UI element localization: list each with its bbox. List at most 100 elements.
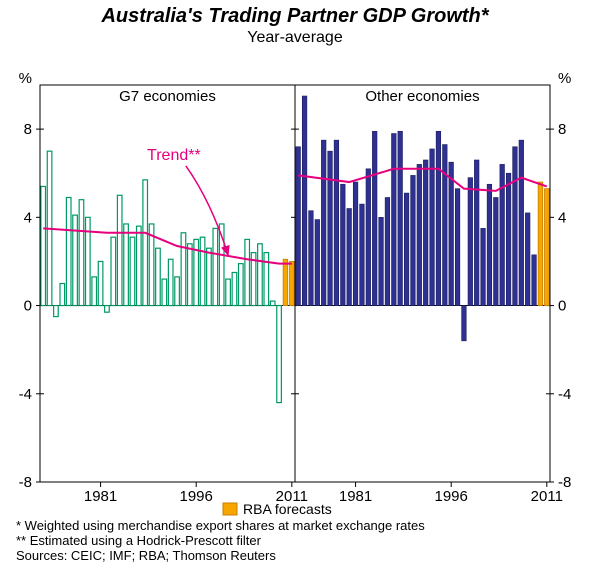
y-tick-label-right: 0 bbox=[558, 298, 566, 315]
y-tick-label-left: -8 bbox=[19, 474, 32, 491]
x-tick-label: 1996 bbox=[435, 488, 468, 505]
g7-bar bbox=[213, 228, 218, 305]
g7-bar bbox=[73, 215, 78, 305]
other-bar bbox=[392, 134, 397, 306]
y-tick-label-right: 8 bbox=[558, 121, 566, 138]
g7-bar bbox=[239, 264, 244, 306]
y-tick-label-left: 4 bbox=[24, 209, 32, 226]
other-bar bbox=[398, 131, 403, 305]
g7-bar bbox=[66, 197, 71, 305]
g7-bar bbox=[264, 253, 269, 306]
other-bar bbox=[334, 140, 339, 305]
other-bar bbox=[341, 184, 346, 305]
other-rba-bar bbox=[538, 182, 543, 306]
other-bar bbox=[436, 131, 441, 305]
g7-bar bbox=[226, 279, 231, 305]
x-tick-label: 1981 bbox=[84, 488, 117, 505]
legend-swatch-rba bbox=[223, 503, 237, 515]
g7-bar bbox=[98, 261, 103, 305]
other-bar bbox=[309, 211, 314, 306]
x-tick-label: 1981 bbox=[339, 488, 372, 505]
g7-bar bbox=[232, 272, 237, 305]
g7-bar bbox=[92, 277, 97, 306]
g7-bar bbox=[79, 200, 84, 306]
g7-bar bbox=[105, 306, 110, 313]
other-bar bbox=[366, 169, 371, 306]
other-bar bbox=[411, 175, 416, 305]
footnote: Sources: CEIC; IMF; RBA; Thomson Reuters bbox=[16, 548, 276, 563]
other-bar bbox=[430, 149, 435, 306]
g7-bar bbox=[130, 237, 135, 305]
other-bar bbox=[372, 131, 377, 305]
g7-bar bbox=[277, 306, 282, 403]
other-bar bbox=[462, 306, 467, 341]
other-rba-bar bbox=[545, 189, 550, 306]
other-bar bbox=[519, 140, 524, 305]
other-bar bbox=[347, 209, 352, 306]
g7-bar bbox=[175, 277, 180, 306]
other-bar bbox=[474, 160, 479, 306]
chart-subtitle: Year-average bbox=[247, 29, 343, 46]
chart-title: Australia's Trading Partner GDP Growth* bbox=[100, 5, 489, 27]
y-tick-label-right: -4 bbox=[558, 386, 571, 403]
x-tick-label: 1996 bbox=[180, 488, 213, 505]
g7-bar bbox=[54, 306, 59, 317]
y-tick-label-left: 0 bbox=[24, 298, 32, 315]
other-bar bbox=[321, 140, 326, 305]
g7-bar bbox=[258, 244, 263, 306]
g7-bar bbox=[111, 237, 116, 305]
footnote: * Weighted using merchandise export shar… bbox=[16, 518, 425, 533]
other-bar bbox=[500, 164, 505, 305]
other-bar bbox=[455, 189, 460, 306]
g7-bar bbox=[156, 248, 161, 305]
g7-bar bbox=[270, 301, 275, 305]
other-bar bbox=[487, 184, 492, 305]
other-bar bbox=[417, 164, 422, 305]
g7-bar bbox=[181, 233, 186, 306]
g7-bar bbox=[168, 259, 173, 305]
trend-label: Trend** bbox=[147, 147, 201, 164]
x-tick-label: 2011 bbox=[531, 488, 563, 505]
other-bar bbox=[449, 162, 454, 305]
other-bar bbox=[513, 147, 518, 306]
other-bar bbox=[328, 151, 333, 305]
other-bar bbox=[443, 145, 448, 306]
other-bar bbox=[532, 255, 537, 306]
footnote: ** Estimated using a Hodrick-Prescott fi… bbox=[16, 533, 262, 548]
other-bar bbox=[385, 197, 390, 305]
legend-label-rba: RBA forecasts bbox=[243, 501, 332, 517]
y-tick-label-right: 4 bbox=[558, 209, 566, 226]
g7-bar bbox=[162, 279, 167, 305]
other-bar bbox=[379, 217, 384, 305]
g7-bar bbox=[117, 195, 122, 305]
g7-bar bbox=[207, 248, 212, 305]
g7-bar bbox=[41, 186, 46, 305]
other-bar bbox=[315, 220, 320, 306]
other-bar bbox=[481, 228, 486, 305]
y-unit-right: % bbox=[558, 70, 571, 87]
g7-bar bbox=[137, 226, 142, 305]
other-bar bbox=[353, 182, 358, 306]
y-tick-label-left: 8 bbox=[24, 121, 32, 138]
other-bar bbox=[494, 197, 499, 305]
other-bar bbox=[423, 160, 428, 306]
y-tick-label-left: -4 bbox=[19, 386, 32, 403]
other-bar bbox=[296, 147, 301, 306]
other-bar bbox=[360, 204, 365, 305]
panel-label-other: Other economies bbox=[365, 88, 479, 105]
g7-rba-bar bbox=[283, 259, 288, 305]
other-bar bbox=[404, 193, 409, 305]
other-bar bbox=[468, 178, 473, 306]
other-bar bbox=[506, 173, 511, 305]
other-bar bbox=[302, 96, 307, 306]
g7-bar bbox=[188, 244, 193, 306]
g7-bar bbox=[143, 180, 148, 306]
g7-bar bbox=[124, 224, 129, 306]
other-bar bbox=[525, 213, 530, 306]
panel-label-g7: G7 economies bbox=[119, 88, 216, 105]
chart-root: Australia's Trading Partner GDP Growth* Y… bbox=[0, 0, 590, 566]
g7-bar bbox=[60, 284, 65, 306]
g7-bar bbox=[200, 237, 205, 305]
g7-rba-bar bbox=[290, 261, 295, 305]
y-unit-left: % bbox=[19, 70, 32, 87]
